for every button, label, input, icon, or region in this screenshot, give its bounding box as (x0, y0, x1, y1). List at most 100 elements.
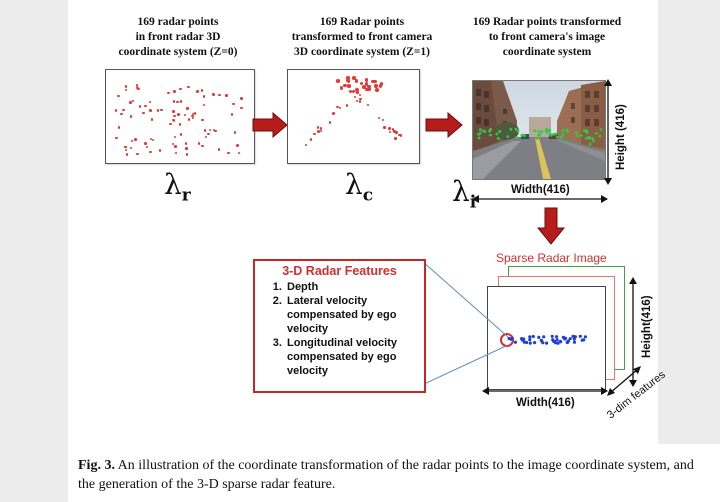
radar-point (179, 133, 183, 136)
projected-radar-point (506, 135, 510, 138)
radar-point (394, 137, 397, 140)
radar-point (183, 113, 187, 116)
radar-point (212, 93, 215, 96)
radar-point (225, 94, 228, 97)
projected-radar-point (565, 140, 568, 144)
radar-point (388, 130, 392, 134)
radar-point (117, 126, 121, 129)
radar-point (378, 84, 383, 88)
projected-radar-point (598, 134, 602, 138)
radar-point (174, 151, 177, 155)
projected-radar-point (498, 130, 502, 133)
radar-point (358, 100, 362, 103)
projected-radar-point (592, 139, 596, 143)
radar-point (309, 138, 313, 141)
projected-radar-point (582, 129, 586, 132)
radar-point (233, 131, 237, 134)
radar-point (383, 126, 386, 129)
step3-title: 169 Radar points transformed to front ca… (472, 16, 622, 58)
feature-item-lateral-velocity: Lateral velocity compensated by ego velo… (285, 294, 424, 336)
radar-point (356, 91, 359, 94)
projected-radar-point (496, 137, 500, 140)
radar-point (358, 93, 362, 97)
radar-point (351, 89, 356, 94)
feature-item-longitudinal-velocity: Longitudinal velocity compensated by ego… (285, 336, 424, 378)
radar-point (332, 112, 335, 115)
projected-radar-point (560, 135, 564, 139)
caption-fig-label: Fig. 3. (78, 458, 115, 473)
radar-point (171, 142, 175, 146)
radar-point (240, 97, 243, 100)
sparse-feature-point (525, 340, 529, 345)
sparse-feature-point (528, 335, 532, 339)
radar-point (352, 76, 356, 80)
radar-point (169, 122, 172, 126)
projected-radar-point (495, 132, 499, 136)
radar-point (158, 149, 162, 152)
radar-point (187, 118, 191, 121)
radar-point (204, 135, 208, 139)
projected-radar-point (579, 134, 583, 137)
radar-point (124, 85, 128, 88)
radar-point (148, 100, 152, 104)
radar-point (202, 95, 206, 98)
radar-point (367, 84, 371, 89)
radar-point (313, 132, 316, 136)
projected-radar-point (479, 128, 482, 132)
radar-point (149, 137, 153, 141)
projected-radar-point (477, 136, 481, 140)
lambda-r-symbol: λr (164, 168, 191, 206)
sparse-feature-point (568, 337, 572, 341)
radar-point (214, 129, 217, 133)
radar-point (202, 103, 206, 107)
radar-point (398, 133, 401, 137)
sparse-feature-point (531, 334, 535, 339)
camera-image (472, 80, 606, 180)
radar-point (174, 145, 177, 148)
step1-title: 169 radar points in front radar 3D coord… (118, 16, 238, 58)
radar-point (117, 94, 120, 98)
arrow-down-icon (536, 207, 566, 245)
projected-radar-point (575, 134, 579, 137)
radar-point (328, 121, 332, 124)
radar-point (336, 79, 340, 83)
projected-radar-point (585, 137, 588, 140)
radar-point (151, 138, 155, 142)
projected-radar-point (516, 129, 520, 133)
projected-radar-point (483, 130, 487, 133)
lambda-i-symbol: λi (452, 175, 477, 213)
radar-point (371, 79, 375, 84)
radar-point (362, 85, 366, 89)
sparse-feature-point (541, 341, 545, 345)
radar-point (187, 85, 190, 89)
projected-radar-point (594, 131, 598, 135)
radar-point (129, 146, 133, 150)
projected-radar-point (489, 133, 492, 137)
radar-point (172, 100, 176, 103)
sparse-feature-point (510, 336, 514, 341)
radar-point (138, 105, 142, 108)
radar-point (179, 87, 182, 91)
radar-point (196, 90, 199, 93)
radar-point (193, 112, 197, 115)
features-title: 3-D Radar Features (282, 264, 397, 278)
radar-point (366, 103, 370, 107)
projected-radar-point (537, 129, 540, 133)
radar-point (191, 112, 195, 116)
radar-point (124, 148, 127, 152)
radar-point (377, 116, 381, 120)
radar-point (391, 128, 395, 131)
projected-radar-point (489, 127, 493, 131)
projected-radar-point (545, 130, 549, 134)
radar-point (218, 93, 221, 97)
sparse-radar-title: Sparse Radar Image (496, 251, 607, 265)
radar-point (217, 148, 221, 151)
radar-point (144, 142, 147, 145)
projected-radar-point (599, 128, 603, 131)
radar-point (345, 104, 349, 107)
radar-point (185, 153, 189, 156)
projected-radar-point (548, 128, 552, 132)
radar-point (135, 84, 139, 87)
sparse-feature-point (558, 339, 562, 344)
radar-point (197, 142, 201, 145)
